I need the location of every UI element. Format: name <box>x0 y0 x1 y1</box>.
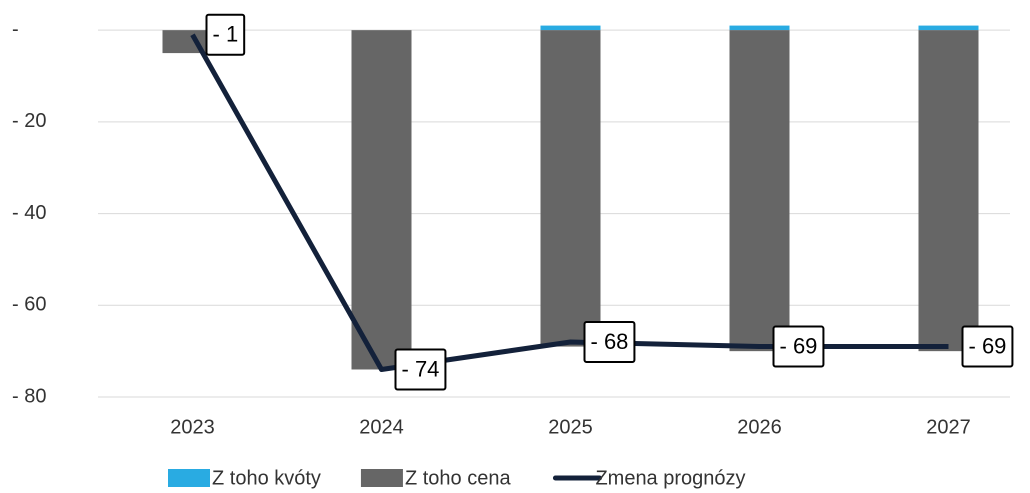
x-tick-label: 2026 <box>737 416 782 438</box>
label-box <box>772 325 825 368</box>
bar <box>729 25 790 31</box>
data-label: - 68 <box>591 329 629 354</box>
x-tick-label: 2024 <box>359 416 404 438</box>
bar <box>918 30 979 352</box>
y-tick-label: - <box>12 18 19 40</box>
bar <box>918 25 979 31</box>
x-tick-label: 2023 <box>170 416 215 438</box>
label-box <box>961 325 1014 368</box>
label-box <box>394 348 447 391</box>
data-label-box: - 1 <box>205 13 246 56</box>
legend-label: Z toho kvóty <box>212 467 321 489</box>
x-tick-label: 2027 <box>926 416 971 438</box>
bar <box>729 30 790 352</box>
data-label: - 69 <box>969 333 1007 358</box>
bar <box>351 30 412 370</box>
data-label-box: - 68 <box>583 320 636 363</box>
y-tick-label: - 40 <box>12 202 46 224</box>
x-tick-label: 2025 <box>548 416 593 438</box>
legend-label: Z toho cena <box>405 467 512 489</box>
data-label: - 1 <box>213 22 239 47</box>
bar <box>540 30 601 347</box>
data-label-box: - 69 <box>961 325 1014 368</box>
legend-swatch <box>360 469 403 487</box>
data-label: - 69 <box>780 333 818 358</box>
data-label-box: - 69 <box>772 325 825 368</box>
bar <box>540 25 601 31</box>
data-label-box: - 74 <box>394 348 447 391</box>
y-tick-label: - 60 <box>12 294 46 316</box>
data-label: - 74 <box>402 356 440 381</box>
y-tick-label: - 80 <box>12 385 46 407</box>
legend-label: Zmena prognózy <box>595 467 745 489</box>
label-box <box>205 13 246 56</box>
y-tick-label: - 20 <box>12 110 46 132</box>
label-box <box>583 320 636 363</box>
legend-swatch <box>168 469 210 487</box>
